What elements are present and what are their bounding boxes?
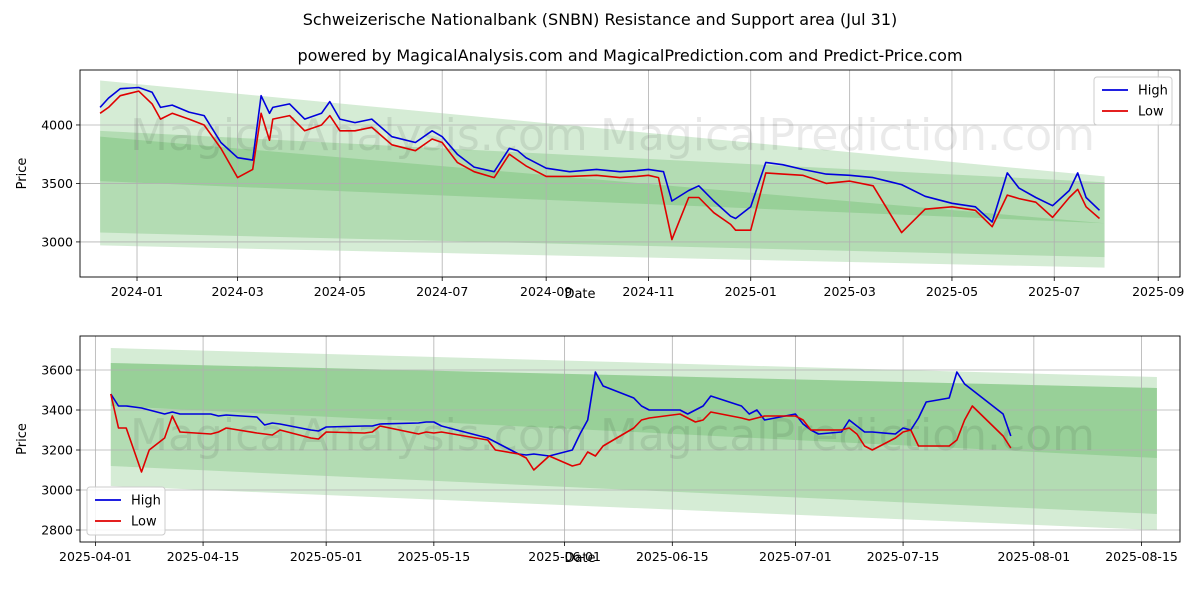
band-1 [110,348,1157,530]
x-tick-label: 2025-05-15 [398,549,471,564]
x-tick-label: 2025-04-15 [167,549,240,564]
y-tick-label: 4000 [41,117,73,132]
x-tick-label: 2024-09 [520,284,572,299]
x-axis-label: Date [564,551,595,566]
x-tick-label: 2025-08-15 [1105,549,1178,564]
y-axis-label: Price [15,158,30,190]
legend-label-high: High [131,494,161,509]
panel-2: 2025-04-01 2025-04-15 2025-05-01 2025-05-15… [15,335,1181,566]
legend-label-high: High [1138,84,1168,99]
series-high-line [110,371,1012,457]
x-tick-label: 2025-07-01 [759,549,832,564]
y-tick-label: 3500 [41,176,73,191]
chart-subtitle: powered by MagicalAnalysis.com and Magic… [297,46,962,65]
legend: High Low [86,486,166,536]
band-2 [100,130,1105,258]
x-tick-label: 2025-04-01 [59,549,132,564]
x-tick-label: 2025-05-01 [290,549,363,564]
x-tick-label: 2025-06-01 [528,549,601,564]
x-tick-label: 2024-03 [212,284,264,299]
legend: High Low [1093,76,1173,126]
band-1 [100,80,1105,268]
watermark: MagicalPrediction.com [600,110,1095,161]
x-tick-label: 2024-05 [314,284,366,299]
panel-1: 2024-01 2024-03 2024-05 2024-07 2024-09 2024-… [15,69,1184,302]
x-tick-label: 2024-07 [416,284,468,299]
chart-title: Schweizerische Nationalbank (SNBN) Resis… [303,10,898,29]
legend-box [1093,76,1173,126]
watermark: MagicalAnalysis.com [130,110,588,161]
y-tick-label: 3000 [41,234,73,249]
x-tick-label: 2024-11 [622,284,674,299]
band-2 [110,363,1157,514]
axes-frame [79,335,1181,543]
y-tick-label: 3200 [41,443,73,458]
watermark: MagicalPrediction.com [600,410,1095,461]
x-tick-label: 2025-05 [926,284,978,299]
legend-box [86,486,166,536]
x-tick-label: 2025-06-15 [636,549,709,564]
x-tick-label: 2025-09 [1132,284,1184,299]
legend-label-low: Low [1138,105,1164,120]
y-tick-label: 3000 [41,483,73,498]
y-axis-label: Price [15,423,30,455]
band-3 [100,136,1105,224]
y-tick-label: 3600 [41,363,73,378]
y-tick-label: 2800 [41,523,73,538]
x-tick-label: 2025-03 [824,284,876,299]
x-tick-label: 2025-08-01 [998,549,1071,564]
series-low-line [110,393,1012,473]
y-tick-label: 3400 [41,403,73,418]
x-tick-label: 2024-01 [111,284,163,299]
x-axis-label: Date [564,287,595,302]
x-tick-label: 2025-07-15 [867,549,940,564]
axes-frame [79,69,1181,278]
legend-label-low: Low [131,515,157,530]
x-tick-label: 2025-01 [725,284,777,299]
x-tick-label: 2025-07 [1028,284,1080,299]
series-high-line [99,86,1101,223]
series-low-line [99,90,1101,241]
